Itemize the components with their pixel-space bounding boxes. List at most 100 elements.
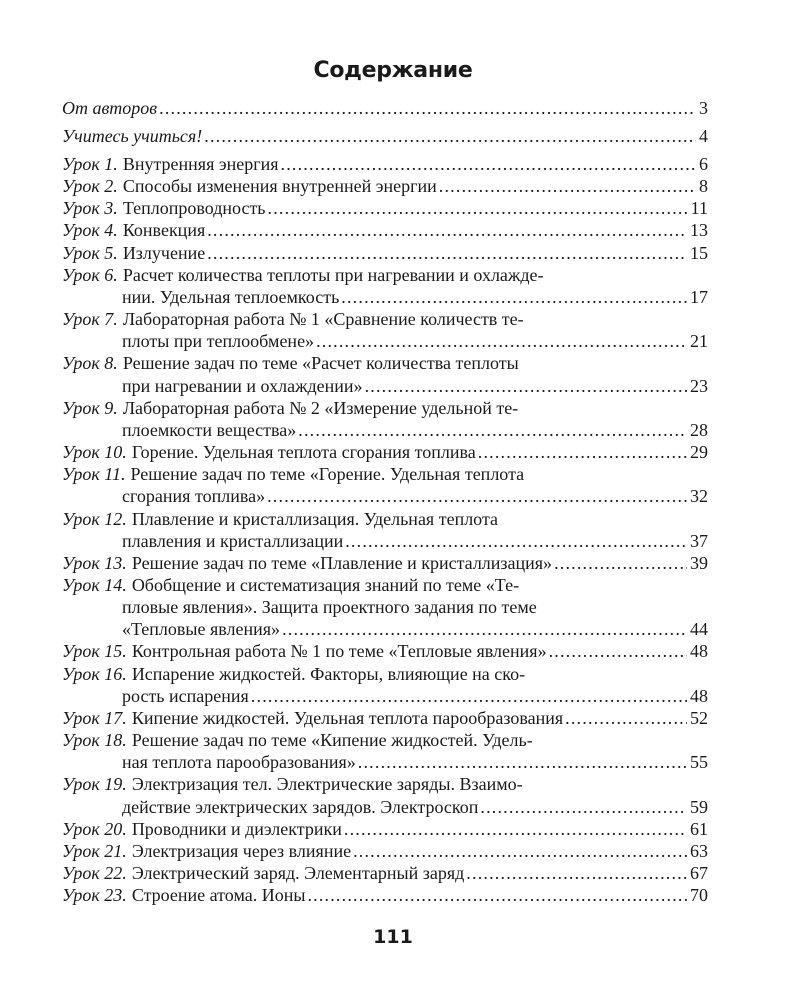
toc-entry: Урок 1.Внутренняя энергия 6 <box>62 153 708 175</box>
toc-entry: Учитесь учиться! 4 <box>62 125 708 147</box>
toc-entry-prefix: Урок 5. <box>62 242 118 263</box>
toc-entry-line: Урок 5.Излучение 15 <box>62 242 708 264</box>
toc-entry-line: Урок 3.Теплопроводность 11 <box>62 197 708 219</box>
toc-entry-line: Урок 19. Электризация тел. Электрические … <box>62 773 708 795</box>
toc-entry: Урок 6. Расчет количества теплоты при наг… <box>62 264 708 308</box>
toc-entry: Урок 16. Испарение жидкостей. Факторы, вл… <box>62 663 708 707</box>
toc-entry-title: действие электрических зарядов. Электрос… <box>122 796 479 817</box>
toc-entry-page: 4 <box>699 126 708 146</box>
table-of-contents: От авторов 3 Учитесь учиться! 4 Урок 1.Внутр… <box>62 97 708 906</box>
toc-entry: От авторов 3 <box>62 97 708 119</box>
toc-entry-title: Решение задач по теме «Горение. Удельная… <box>130 464 525 485</box>
toc-entry-title: Проводники и диэлектрики <box>131 818 342 839</box>
toc-entry-page: 67 <box>690 863 708 883</box>
toc-entry: Урок 13. Решение задач по теме «Плавление… <box>62 552 708 574</box>
toc-entry-page: 15 <box>690 242 708 263</box>
toc-entry-prefix: Урок 18. <box>62 730 127 751</box>
dot-leader <box>554 552 687 574</box>
toc-entry-title: Излучение <box>122 242 206 263</box>
toc-entry: Урок 22. Электрический заряд. Элементарны… <box>62 862 708 884</box>
dot-leader <box>478 441 687 463</box>
toc-entry-title: «Тепловые явления» <box>122 619 281 640</box>
toc-entry-prefix: Урок 10. <box>62 442 127 463</box>
toc-entry: Урок 7. Лабораторная работа № 1 «Сравнени… <box>62 308 708 352</box>
dot-leader <box>480 796 687 818</box>
toc-entry-prefix: Урок 3. <box>62 198 118 219</box>
toc-entry-line: Урок 10. Горение. Удельная теплота сгоран… <box>62 441 708 463</box>
toc-entry-title: Кипение жидкостей. Удельная теплота паро… <box>131 707 564 728</box>
toc-entry-prefix: Урок 12. <box>62 508 127 529</box>
toc-entry-title: Теплопроводность <box>122 198 266 219</box>
toc-entry-line: Урок 17. Кипение жидкостей. Удельная тепл… <box>62 707 708 729</box>
toc-entry-title: Испарение жидкостей. Факторы, влияющие н… <box>131 663 526 684</box>
toc-entry-line: ная теплота парообразования» 55 <box>62 751 708 773</box>
toc-entry-title: Лабораторная работа № 2 «Измерение удель… <box>122 397 519 418</box>
toc-entry-line: Урок 8. Решение задач по теме «Расчет кол… <box>62 352 708 374</box>
toc-entry-page: 6 <box>699 154 708 174</box>
dot-leader <box>281 153 697 175</box>
toc-entry-title: ная теплота парообразования» <box>122 752 356 773</box>
toc-entry-title: Электризация через влияние <box>131 840 352 861</box>
dot-leader <box>282 618 687 640</box>
toc-entry-prefix: Учитесь учиться! <box>62 126 203 146</box>
toc-entry-line: Урок 9. Лабораторная работа № 2 «Измерени… <box>62 397 708 419</box>
toc-entry-page: 32 <box>690 486 708 507</box>
toc-entry-line: Урок 2. Способы изменения внутренней энер… <box>62 175 708 197</box>
dot-leader <box>307 884 687 906</box>
toc-entry-title: пловые явления». Защита проектного задан… <box>122 597 537 618</box>
toc-entry: Урок 10. Горение. Удельная теплота сгоран… <box>62 441 708 463</box>
dot-leader <box>549 640 687 662</box>
toc-entry-line: От авторов 3 <box>62 97 708 119</box>
toc-entry-title: нии. Удельная теплоемкость <box>122 286 340 307</box>
toc-entry-page: 37 <box>690 530 708 551</box>
toc-entry-prefix: Урок 7. <box>62 309 118 330</box>
toc-entry-title: плоты при теплообмене» <box>122 331 315 352</box>
dot-leader <box>207 219 687 241</box>
toc-entry-prefix: Урок 19. <box>62 774 127 795</box>
toc-entry-line: Урок 16. Испарение жидкостей. Факторы, вл… <box>62 663 708 685</box>
toc-entry-line: нии. Удельная теплоемкость 17 <box>62 286 708 308</box>
toc-entry-page: 55 <box>690 752 708 773</box>
toc-entry-prefix: Урок 9. <box>62 397 118 418</box>
toc-entry-prefix: Урок 13. <box>62 552 127 573</box>
toc-entry-line: Урок 4.Конвекция 13 <box>62 219 708 241</box>
toc-entry-line: действие электрических зарядов. Электрос… <box>62 796 708 818</box>
toc-entry-title: Плавление и кристаллизация. Удельная теп… <box>131 508 499 529</box>
toc-entry-prefix: Урок 6. <box>62 264 118 285</box>
toc-entry-title: сгорания топлива» <box>122 486 266 507</box>
toc-entry-title: Обобщение и систематизация знаний по тем… <box>131 574 520 595</box>
toc-entry-page: 48 <box>690 641 708 662</box>
toc-entry-page: 44 <box>690 619 708 640</box>
toc-entry-page: 52 <box>690 707 708 728</box>
toc-entry-page: 11 <box>690 198 708 219</box>
dot-leader <box>159 97 696 119</box>
toc-entry-page: 17 <box>690 286 708 307</box>
toc-entry-page: 63 <box>690 840 708 861</box>
toc-entry-title: Горение. Удельная теплота сгорания топли… <box>131 442 476 463</box>
toc-entry: Урок 14. Обобщение и систематизация знани… <box>62 574 708 640</box>
toc-entry-title: Внутренняя энергия <box>122 154 279 174</box>
toc-entry-title: Строение атома. Ионы <box>131 885 306 906</box>
toc-entry-prefix: Урок 15. <box>62 641 127 662</box>
toc-entry-title: Расчет количества теплоты при нагревании… <box>122 264 544 285</box>
toc-entry-line: Урок 15. Контрольная работа № 1 по теме «… <box>62 640 708 662</box>
dot-leader <box>267 485 687 507</box>
toc-entry-line: Урок 22. Электрический заряд. Элементарны… <box>62 862 708 884</box>
toc-entry-prefix: Урок 20. <box>62 818 127 839</box>
toc-entry-prefix: Урок 22. <box>62 863 127 883</box>
toc-entry: Урок 15. Контрольная работа № 1 по теме «… <box>62 640 708 662</box>
toc-entry-line: плавления и кристаллизации 37 <box>62 530 708 552</box>
toc-entry-page: 61 <box>690 818 708 839</box>
dot-leader <box>268 197 688 219</box>
toc-entry-prefix: Урок 2. <box>62 176 118 197</box>
dot-leader <box>251 685 687 707</box>
toc-entry-line: Урок 6. Расчет количества теплоты при наг… <box>62 264 708 286</box>
toc-entry-page: 3 <box>699 98 708 118</box>
toc-entry-title: Электризация тел. Электрические заряды. … <box>131 774 523 795</box>
toc-entry: Урок 5.Излучение 15 <box>62 242 708 264</box>
toc-entry: Урок 19. Электризация тел. Электрические … <box>62 773 708 817</box>
dot-leader <box>365 375 687 397</box>
toc-entry: Урок 8. Решение задач по теме «Расчет кол… <box>62 352 708 396</box>
toc-entry-line: Урок 12. Плавление и кристаллизация. Удел… <box>62 508 708 530</box>
toc-entry-line: пловые явления». Защита проектного задан… <box>62 596 708 618</box>
